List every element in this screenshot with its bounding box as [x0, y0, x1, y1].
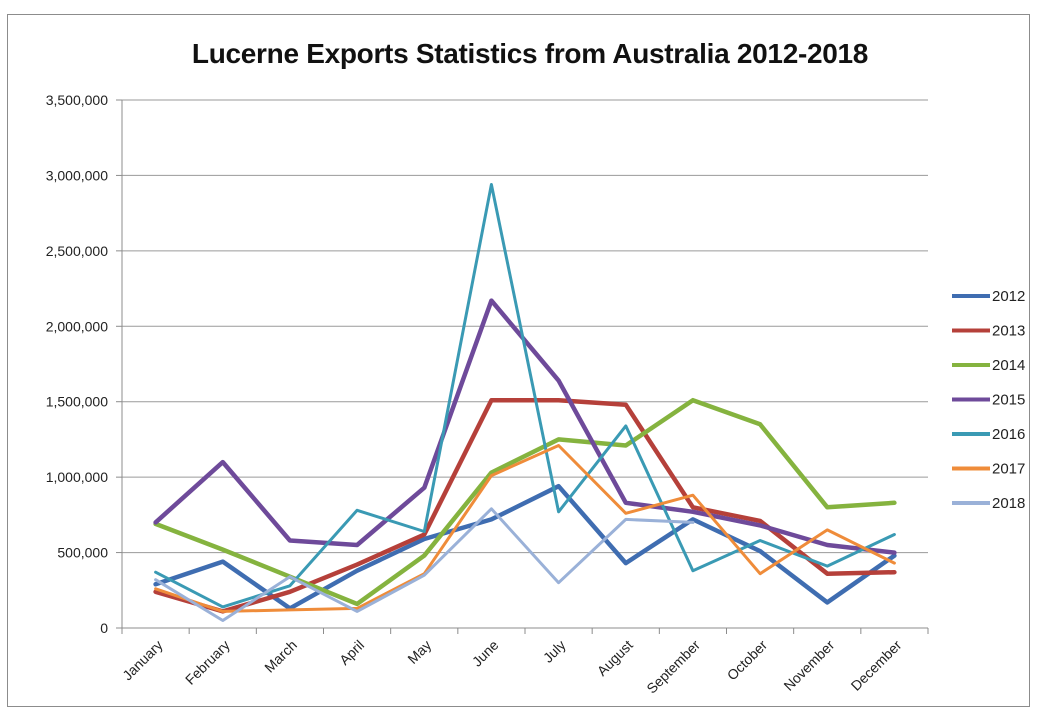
legend: 2012 2013 2014 2015 2016 2017 2018: [952, 288, 1025, 512]
legend-label-2017: 2017: [992, 461, 1025, 478]
legend-label-2015: 2015: [992, 392, 1025, 409]
series-line-2014: [153, 397, 897, 607]
series-line-2017: [154, 444, 896, 613]
axes: [116, 99, 929, 634]
x-tick-label: January: [119, 637, 166, 684]
x-tick-label: September: [643, 637, 703, 697]
x-tick-label: March: [261, 637, 300, 676]
x-tick-label: June: [469, 637, 502, 670]
x-tick-labels: January February March April May June July Augu…: [119, 637, 905, 697]
y-tick-label: 1,500,000: [46, 394, 108, 410]
x-tick-label: November: [780, 637, 837, 694]
y-tick-label: 2,000,000: [46, 318, 108, 334]
y-tick-label: 500,000: [57, 545, 108, 561]
y-tick-label: 0: [100, 620, 108, 636]
legend-label-2014: 2014: [992, 357, 1025, 374]
series-lines: [153, 183, 897, 622]
y-tick-label: 3,500,000: [46, 92, 108, 108]
legend-label-2016: 2016: [992, 426, 1025, 443]
legend-label-2013: 2013: [992, 323, 1025, 340]
x-tick-label: July: [540, 637, 569, 666]
y-tick-label: 2,500,000: [46, 243, 108, 259]
chart-title: Lucerne Exports Statistics from Australi…: [191, 38, 869, 69]
legend-label-2012: 2012: [992, 288, 1025, 305]
y-tick-labels: 0 500,000 1,000,000 1,500,000 2,000,000 2,500…: [46, 92, 109, 636]
x-tick-label: April: [336, 637, 367, 668]
y-tick-label: 3,000,000: [46, 167, 108, 183]
x-tick-label: February: [182, 637, 233, 688]
series-line-2013: [153, 397, 897, 614]
x-tick-label: August: [594, 637, 636, 679]
legend-label-2018: 2018: [992, 495, 1025, 512]
y-tick-label: 1,000,000: [46, 469, 108, 485]
x-tick-label: October: [724, 637, 771, 684]
series-line-2016: [154, 183, 896, 609]
x-tick-label: December: [848, 637, 905, 694]
series-line-2018: [154, 507, 695, 622]
series-line-2012: [153, 483, 897, 611]
series-line-2015: [153, 298, 897, 555]
x-tick-label: May: [404, 637, 434, 667]
